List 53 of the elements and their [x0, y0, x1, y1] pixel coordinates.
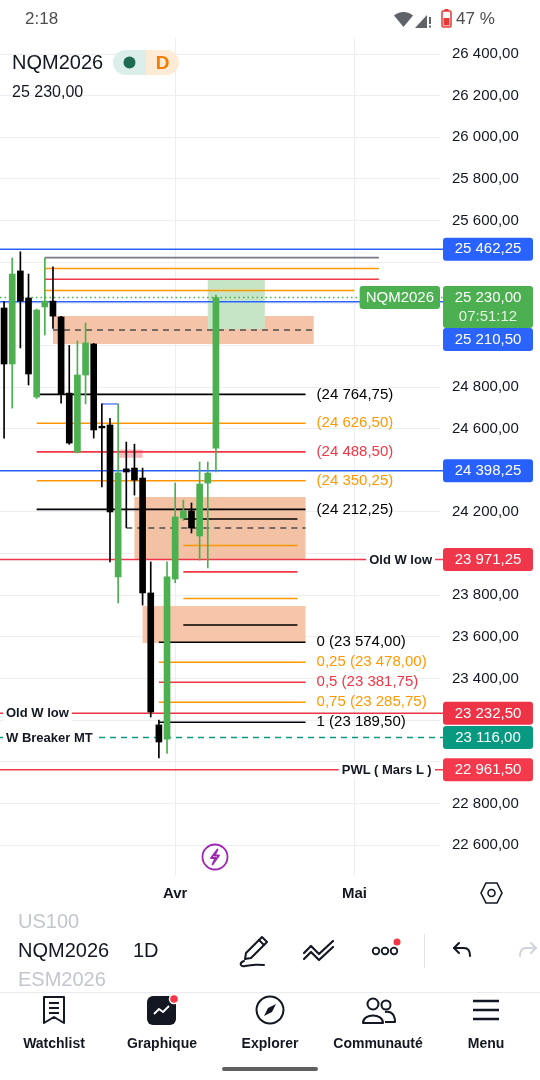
- x-tick-label: Mai: [341, 884, 367, 902]
- series-label: 0 (23 574,00): [316, 632, 406, 650]
- ref-line-label: 25 210,50: [454, 329, 522, 347]
- y-tick-label: 26 200,00: [452, 85, 519, 103]
- series-label: 0,25 (23 478,00): [316, 652, 427, 670]
- text: NQM2026: [18, 938, 110, 962]
- annotation: Old W low: [6, 705, 70, 721]
- y-tick-label: 26 400,00: [452, 44, 519, 62]
- x-tick-label: Avr: [162, 884, 188, 902]
- text: Watchlist: [22, 1034, 86, 1052]
- ref-line-label: 23 116,00: [455, 727, 521, 745]
- text: Explorer: [240, 1034, 300, 1052]
- y-tick-label: 23 400,00: [452, 668, 519, 686]
- y-tick-label: 25 600,00: [452, 210, 519, 228]
- annotation: D: [154, 50, 171, 74]
- y-tick-label: 24 200,00: [452, 502, 519, 520]
- candlestick: [204, 461, 212, 569]
- text: Communauté: [332, 1034, 424, 1052]
- ref-line-label: 23 971,25: [454, 549, 522, 567]
- text: 25 230,00: [12, 82, 84, 102]
- ref-line-label: 25 230,00 07:51:12: [454, 287, 522, 324]
- text: Graphique: [126, 1034, 198, 1052]
- y-tick-label: 24 600,00: [452, 418, 519, 436]
- y-tick-label: 23 600,00: [452, 627, 519, 645]
- y-tick-label: 23 800,00: [452, 585, 519, 603]
- ref-line-label: 23 232,50: [454, 703, 522, 721]
- series-label: (24 488,50): [316, 442, 394, 460]
- y-tick-label: 22 600,00: [452, 835, 519, 853]
- y-tick-label: 26 000,00: [452, 127, 519, 145]
- series-label: (24 764,75): [316, 384, 394, 402]
- series-label: (24 350,25): [316, 470, 394, 488]
- annotation: NQM2026: [365, 287, 435, 305]
- text: US100: [18, 909, 80, 933]
- text: 2:18: [25, 8, 59, 29]
- series-label: 0,75 (23 285,75): [316, 692, 427, 710]
- annotation: W Breaker MT: [6, 729, 93, 745]
- ref-line-label: 22 961,50: [454, 759, 522, 777]
- text: NQM2026: [12, 50, 104, 74]
- y-tick-label: 25 800,00: [452, 169, 519, 187]
- series-label: (24 212,25): [316, 499, 394, 517]
- y-tick-label: 22 800,00: [452, 793, 519, 811]
- series-label: 0,5 (23 381,75): [316, 672, 419, 690]
- text: 1D: [133, 938, 159, 962]
- series-label: 1 (23 189,50): [316, 712, 406, 730]
- text: 47 %: [456, 8, 495, 29]
- series-label: (24 626,50): [316, 413, 394, 431]
- text: ESM2026: [18, 967, 106, 991]
- annotation: Old W low: [369, 551, 433, 567]
- text: Menu: [466, 1034, 506, 1052]
- ref-line-label: 24 398,25: [454, 460, 522, 478]
- annotation: PWL ( Mars L ): [341, 761, 432, 777]
- y-tick-label: 24 800,00: [452, 377, 519, 395]
- ref-line-label: 25 462,25: [454, 239, 522, 257]
